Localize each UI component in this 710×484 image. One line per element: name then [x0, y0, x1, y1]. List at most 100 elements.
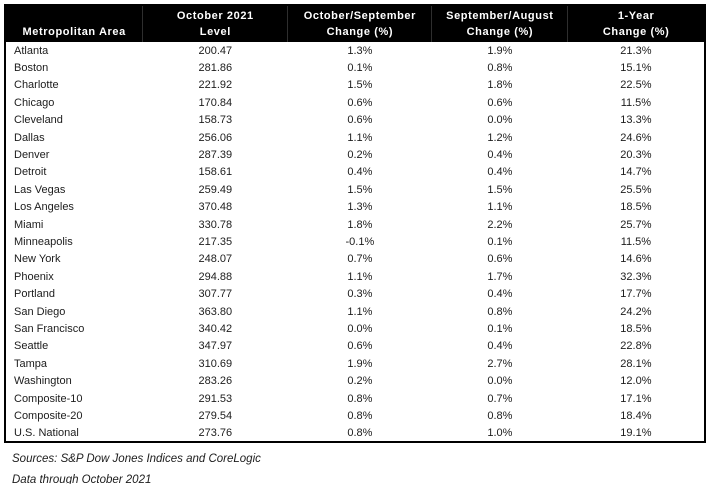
- metro-area-cell: Dallas: [14, 131, 45, 144]
- level-cell: 330.78: [198, 218, 233, 231]
- home-price-table: Metropolitan Area October 2021 Level Oct…: [4, 4, 706, 443]
- one-year-change-cell: 11.5%: [620, 96, 652, 109]
- table-row: Minneapolis 217.35 -0.1% 0.1% 11.5%: [5, 233, 705, 250]
- oct-sep-change-cell: 1.5%: [347, 183, 373, 196]
- col-header-line2: Change (%): [466, 26, 534, 38]
- sep-aug-change-cell: 1.9%: [487, 44, 513, 57]
- one-year-change-cell: 18.5%: [620, 201, 652, 214]
- metro-area-cell: U.S. National: [14, 426, 79, 439]
- one-year-change-cell: 28.1%: [620, 357, 652, 370]
- col-header-line1: October 2021: [176, 10, 254, 22]
- col-header-metropolitan-area: Metropolitan Area: [5, 5, 143, 42]
- table-row: Chicago 170.84 0.6% 0.6% 11.5%: [5, 94, 705, 111]
- sep-aug-change-cell: 0.1%: [487, 235, 513, 248]
- col-header-line2: Change (%): [602, 26, 670, 38]
- one-year-change-cell: 25.7%: [620, 218, 652, 231]
- sep-aug-change-cell: 0.6%: [487, 253, 513, 266]
- table-row: Charlotte 221.92 1.5% 1.8% 22.5%: [5, 77, 705, 94]
- level-cell: 363.80: [198, 305, 233, 318]
- oct-sep-change-cell: 1.1%: [347, 305, 373, 318]
- oct-sep-change-cell: 0.6%: [347, 96, 373, 109]
- header-row: Metropolitan Area October 2021 Level Oct…: [5, 5, 705, 42]
- metro-area-cell: San Diego: [14, 305, 66, 318]
- one-year-change-cell: 13.3%: [620, 114, 652, 127]
- data-through-note: Data through October 2021: [12, 473, 152, 484]
- level-cell: 273.76: [198, 426, 233, 439]
- metro-area-cell: Cleveland: [14, 114, 63, 127]
- oct-sep-change-cell: 0.6%: [347, 114, 373, 127]
- one-year-change-cell: 12.0%: [620, 375, 652, 388]
- one-year-change-cell: 14.7%: [620, 166, 652, 179]
- oct-sep-change-cell: 0.7%: [347, 253, 373, 266]
- one-year-change-cell: 11.5%: [620, 235, 652, 248]
- one-year-change-cell: 22.8%: [620, 340, 652, 353]
- oct-sep-change-cell: 0.8%: [347, 392, 373, 405]
- col-header-line1: October/September: [303, 10, 417, 22]
- sep-aug-change-cell: 1.8%: [487, 79, 513, 92]
- oct-sep-change-cell: 1.3%: [347, 201, 373, 214]
- oct-sep-change-cell: 1.1%: [347, 270, 373, 283]
- level-cell: 370.48: [198, 201, 233, 214]
- table-row: Dallas 256.06 1.1% 1.2% 24.6%: [5, 129, 705, 146]
- sep-aug-change-cell: 0.4%: [487, 288, 513, 301]
- level-cell: 200.47: [198, 44, 233, 57]
- level-cell: 221.92: [198, 79, 233, 92]
- level-cell: 307.77: [198, 288, 233, 301]
- metro-area-cell: Los Angeles: [14, 201, 74, 214]
- one-year-change-cell: 15.1%: [620, 62, 652, 75]
- sep-aug-change-cell: 1.1%: [487, 201, 513, 214]
- oct-sep-change-cell: 0.2%: [347, 375, 373, 388]
- one-year-change-cell: 24.6%: [620, 131, 652, 144]
- one-year-change-cell: 17.7%: [620, 288, 652, 301]
- table-header: Metropolitan Area October 2021 Level Oct…: [5, 5, 705, 42]
- one-year-change-cell: 21.3%: [620, 44, 652, 57]
- table-row: Miami 330.78 1.8% 2.2% 25.7%: [5, 216, 705, 233]
- col-header-line1: September/August: [446, 10, 554, 22]
- one-year-change-cell: 22.5%: [620, 79, 652, 92]
- table-row: San Francisco 340.42 0.0% 0.1% 18.5%: [5, 320, 705, 337]
- level-cell: 158.73: [198, 114, 233, 127]
- one-year-change-cell: 18.4%: [620, 409, 652, 422]
- metro-area-cell: Phoenix: [14, 270, 54, 283]
- sep-aug-change-cell: 0.6%: [487, 96, 513, 109]
- sep-aug-change-cell: 0.8%: [487, 409, 513, 422]
- sep-aug-change-cell: 2.7%: [487, 357, 513, 370]
- metro-area-cell: Portland: [14, 288, 55, 301]
- level-cell: 347.97: [198, 340, 233, 353]
- metro-area-cell: New York: [14, 253, 61, 266]
- metro-area-cell: Tampa: [14, 357, 48, 370]
- table-row: Las Vegas 259.49 1.5% 1.5% 25.5%: [5, 181, 705, 198]
- table-row: Denver 287.39 0.2% 0.4% 20.3%: [5, 146, 705, 163]
- col-header-line1: 1-Year: [617, 10, 655, 22]
- metro-area-cell: Atlanta: [14, 44, 49, 57]
- table-row: Composite-10 291.53 0.8% 0.7% 17.1%: [5, 390, 705, 407]
- metro-area-cell: Washington: [14, 375, 72, 388]
- level-cell: 310.69: [198, 357, 233, 370]
- sep-aug-change-cell: 0.7%: [487, 392, 513, 405]
- sep-aug-change-cell: 1.5%: [487, 183, 513, 196]
- oct-sep-change-cell: 0.8%: [347, 426, 373, 439]
- col-header-october-2021-level: October 2021 Level: [142, 5, 288, 42]
- metro-area-cell: Las Vegas: [14, 183, 66, 196]
- metro-area-cell: Chicago: [14, 96, 55, 109]
- level-cell: 256.06: [198, 131, 233, 144]
- one-year-change-cell: 20.3%: [620, 149, 652, 162]
- one-year-change-cell: 19.1%: [620, 426, 652, 439]
- sep-aug-change-cell: 0.4%: [487, 166, 513, 179]
- one-year-change-cell: 18.5%: [620, 322, 652, 335]
- level-cell: 291.53: [198, 392, 233, 405]
- sep-aug-change-cell: 0.8%: [487, 62, 513, 75]
- one-year-change-cell: 25.5%: [620, 183, 652, 196]
- level-cell: 287.39: [198, 149, 233, 162]
- col-header-october-september-change: October/September Change (%): [287, 5, 432, 42]
- level-cell: 170.84: [198, 96, 233, 109]
- metro-area-cell: Composite-20: [14, 409, 83, 422]
- level-cell: 283.26: [198, 375, 233, 388]
- oct-sep-change-cell: -0.1%: [345, 235, 375, 248]
- oct-sep-change-cell: 0.3%: [347, 288, 373, 301]
- oct-sep-change-cell: 0.6%: [347, 340, 373, 353]
- oct-sep-change-cell: 1.9%: [347, 357, 373, 370]
- sep-aug-change-cell: 1.0%: [487, 426, 513, 439]
- sep-aug-change-cell: 0.0%: [487, 375, 513, 388]
- col-header-line2: Level: [199, 26, 231, 38]
